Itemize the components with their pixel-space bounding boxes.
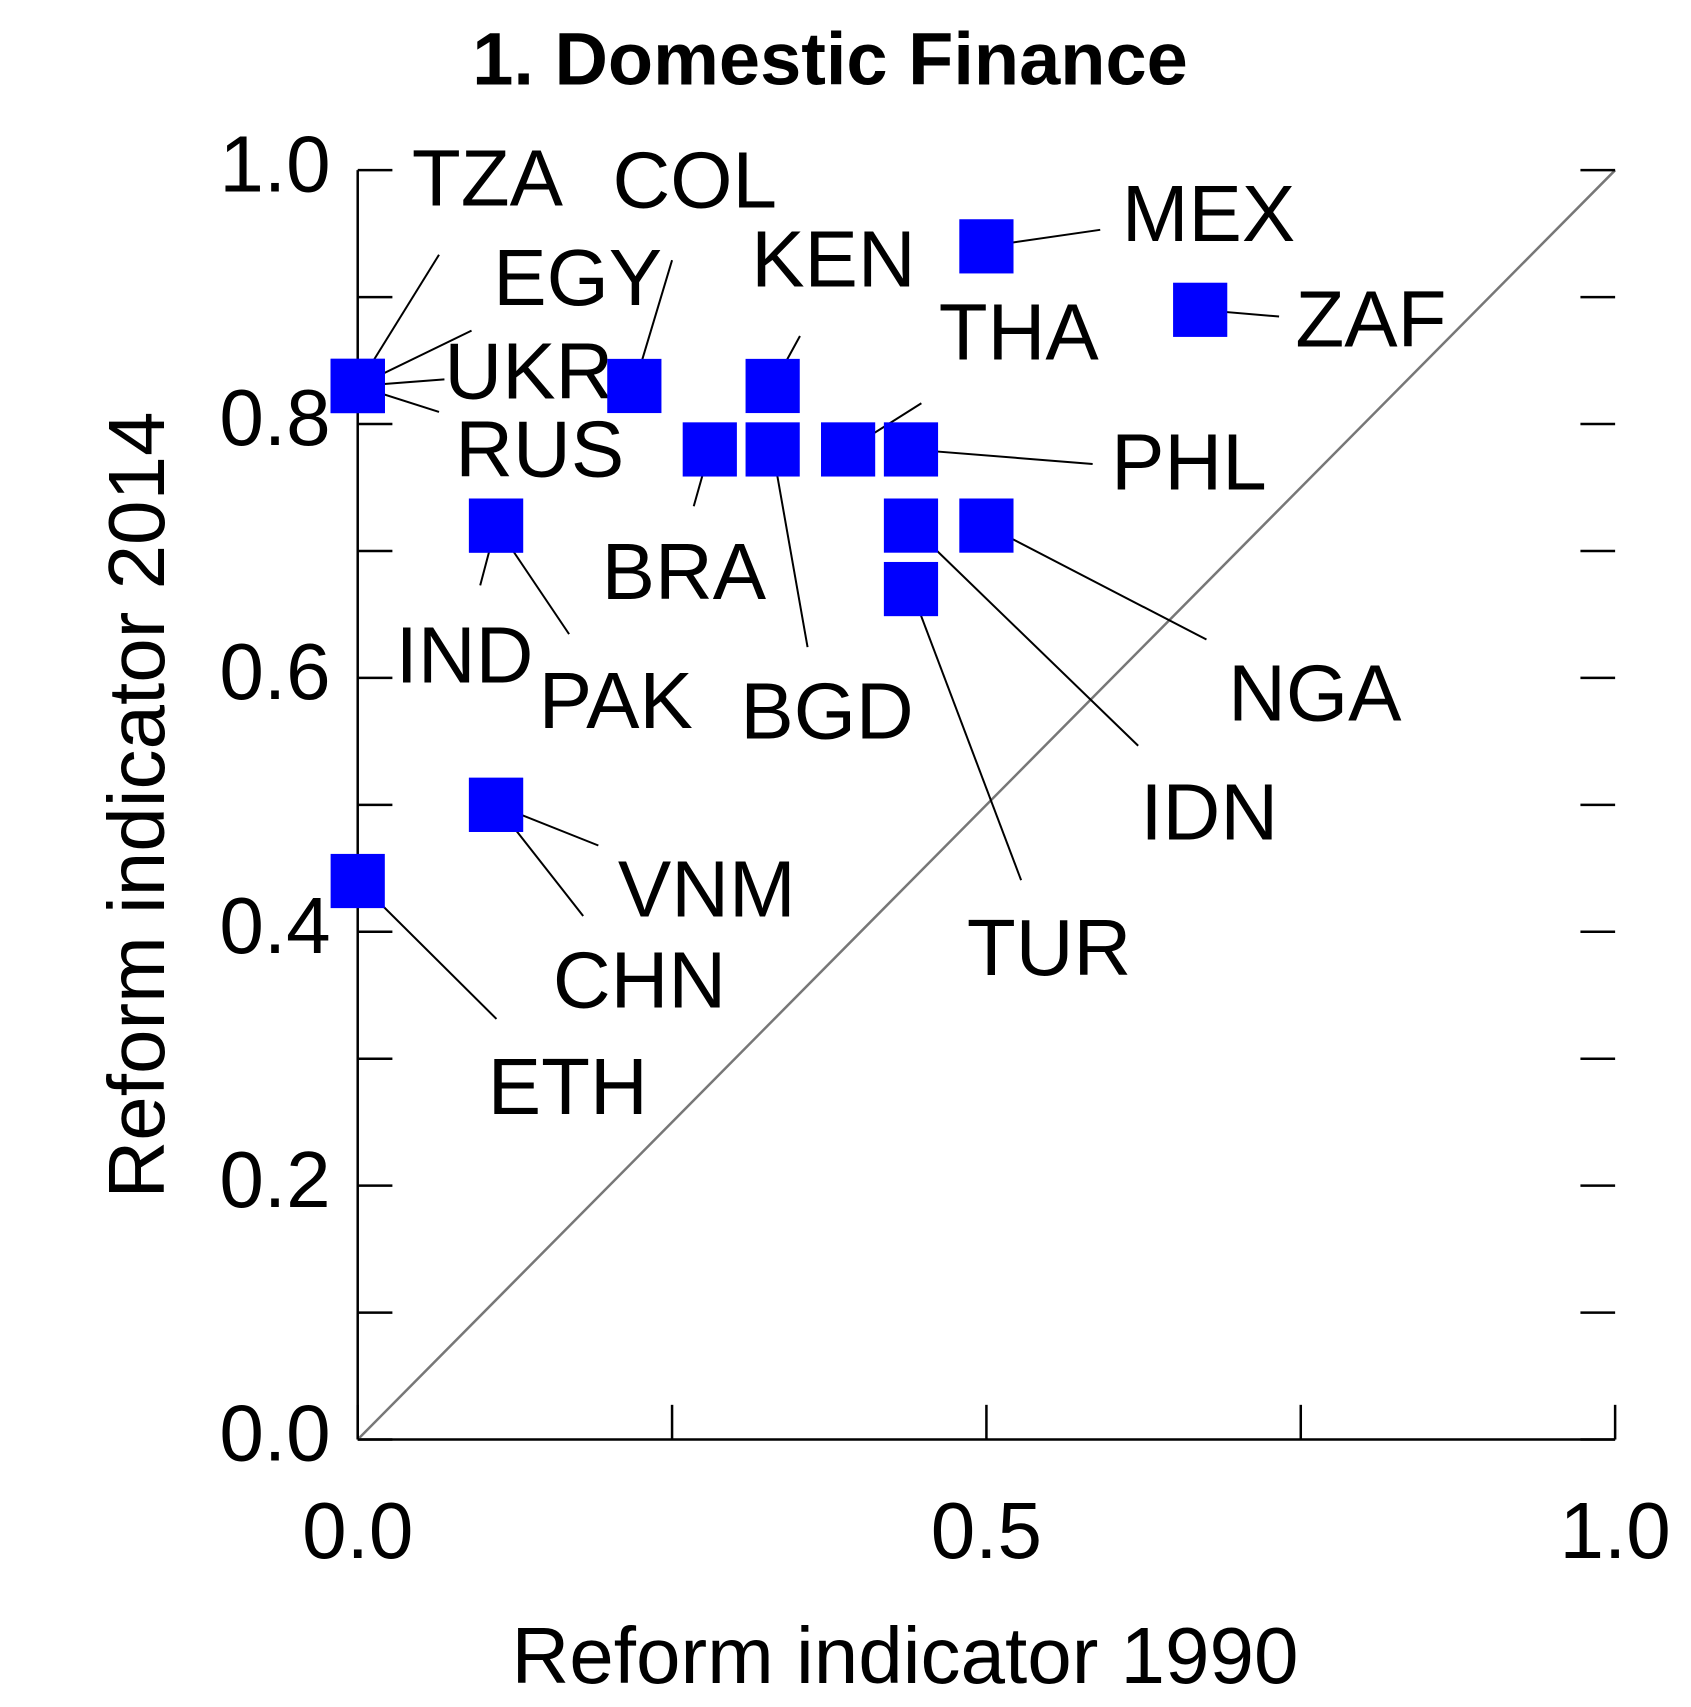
point bbox=[330, 853, 385, 909]
point bbox=[607, 358, 662, 414]
point bbox=[468, 498, 524, 553]
point-label: IDN bbox=[1140, 768, 1278, 857]
point-label: PAK bbox=[539, 656, 693, 745]
point-label: ETH bbox=[488, 1042, 648, 1131]
y-tick-label: 1.0 bbox=[219, 119, 330, 208]
point-label: CHN bbox=[553, 936, 726, 1025]
y-tick-label: 0.6 bbox=[219, 627, 330, 716]
point bbox=[883, 498, 939, 553]
point bbox=[330, 358, 385, 414]
y-tick-label: 0.4 bbox=[219, 881, 330, 970]
point bbox=[1173, 282, 1228, 337]
point-label: VNM bbox=[618, 844, 796, 933]
point-label: NGA bbox=[1228, 648, 1402, 737]
point-label: ZAF bbox=[1295, 274, 1446, 363]
leader-line bbox=[910, 588, 1023, 881]
point-label: RUS bbox=[455, 404, 624, 493]
point bbox=[883, 561, 939, 617]
x-tick-label: 0.5 bbox=[931, 1486, 1042, 1575]
point-label: UKR bbox=[444, 326, 613, 415]
point bbox=[883, 422, 939, 477]
point-label: EGY bbox=[493, 233, 662, 322]
y-tick-label: 0.8 bbox=[219, 373, 330, 462]
x-tick-label: 1.0 bbox=[1560, 1486, 1671, 1575]
leader-line bbox=[910, 524, 1139, 747]
y-tick-label: 0.0 bbox=[219, 1389, 330, 1478]
point bbox=[682, 422, 737, 477]
y-tick-label: 0.2 bbox=[219, 1135, 330, 1224]
point-label: TZA bbox=[412, 133, 564, 222]
x-axis-label: Reform indicator 1990 bbox=[511, 1611, 1298, 1700]
point bbox=[745, 358, 800, 414]
point-label: KEN bbox=[751, 215, 916, 304]
leader-line bbox=[771, 449, 809, 648]
point-label: TUR bbox=[967, 903, 1131, 992]
point-label: PHL bbox=[1111, 417, 1267, 506]
x-tick-label: 0.0 bbox=[302, 1486, 413, 1575]
point-label: COL bbox=[612, 136, 777, 225]
point-label: BRA bbox=[602, 527, 767, 616]
point-label: BGD bbox=[740, 667, 913, 756]
point bbox=[468, 777, 524, 832]
point bbox=[959, 219, 1014, 274]
point bbox=[745, 422, 800, 477]
diagonal-line bbox=[356, 169, 1617, 1441]
point-label: THA bbox=[939, 287, 1100, 376]
point bbox=[959, 498, 1014, 553]
point-label: MEX bbox=[1122, 169, 1295, 258]
leader-line bbox=[985, 524, 1207, 641]
y-axis-label: Reform indicator 2014 bbox=[92, 411, 181, 1198]
point bbox=[821, 422, 876, 477]
point-label: IND bbox=[396, 610, 534, 699]
leader-line bbox=[910, 448, 1093, 465]
chart-title: 1. Domestic Finance bbox=[472, 18, 1188, 101]
